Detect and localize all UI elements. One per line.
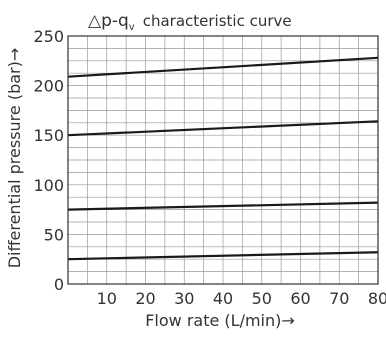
chart-title: △p-qv characteristic curve: [88, 11, 292, 33]
y-tick-label: 100: [33, 176, 64, 195]
axes: [67, 35, 379, 285]
x-tick-label: 40: [213, 289, 233, 308]
x-tick-label: 70: [329, 289, 349, 308]
y-tick-label: 150: [33, 126, 64, 145]
title-text: characteristic curve: [143, 12, 292, 30]
grid: [68, 36, 378, 284]
title-symbol: △p-q: [88, 11, 129, 31]
series-line-1: [67, 251, 379, 261]
x-tick-label: 80: [368, 289, 386, 308]
plot-frame: [67, 35, 379, 285]
x-axis-label: Flow rate (L/min)→: [145, 311, 295, 330]
series-line-4: [67, 56, 379, 78]
y-tick-label: 250: [33, 27, 64, 46]
y-tick-label: 0: [54, 275, 64, 294]
y-tick-label: 200: [33, 77, 64, 96]
x-tick-label: 60: [290, 289, 310, 308]
title-subscript: v: [129, 22, 135, 33]
y-tick-label: 50: [44, 225, 64, 244]
x-tick-label: 20: [135, 289, 155, 308]
tick-labels: 10 20 30 40 50 60 70 80 0 50 100 150 200 250: [33, 27, 386, 308]
x-tick-label: 30: [174, 289, 194, 308]
series-line-3: [67, 120, 379, 137]
x-tick-label: 10: [97, 289, 117, 308]
series-lines: [67, 56, 379, 261]
series-line-2: [67, 201, 379, 211]
x-tick-label: 50: [252, 289, 272, 308]
y-axis-label: Differential pressure (bar)→: [5, 48, 24, 269]
